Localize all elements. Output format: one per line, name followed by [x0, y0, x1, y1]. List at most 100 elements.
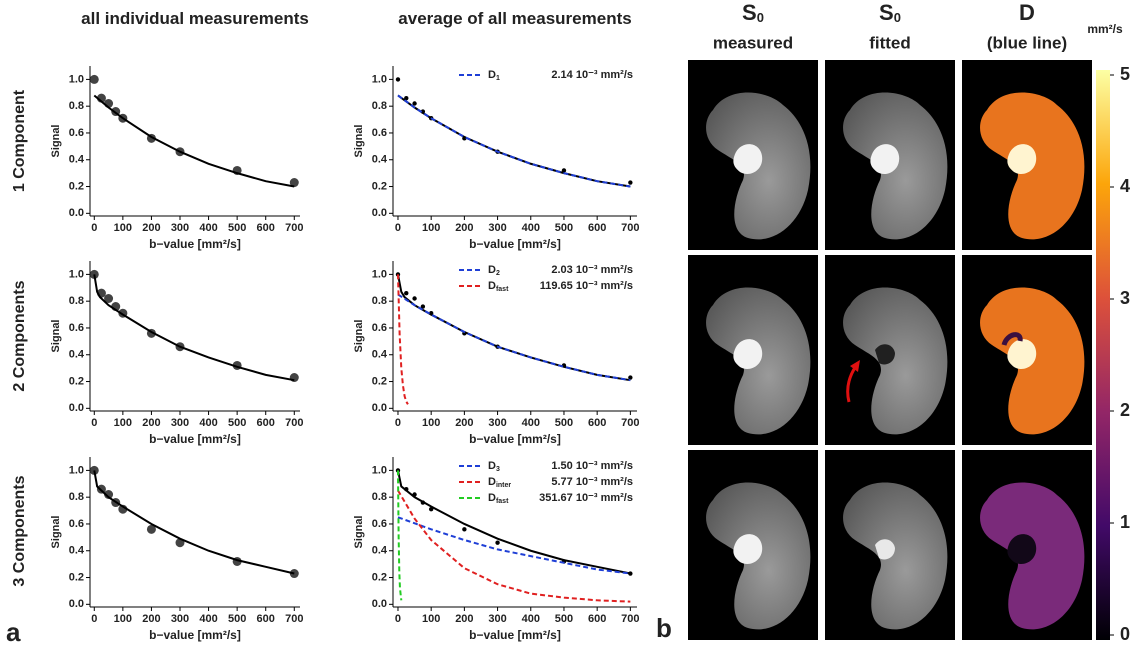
data-point — [289, 373, 299, 383]
fit-line — [93, 470, 295, 575]
kidney-image — [980, 482, 1085, 630]
x-axis-label: b−value [mm²/s] — [149, 432, 241, 446]
column-header-line2: measured — [713, 33, 793, 52]
legend-name: D — [488, 460, 496, 472]
y-axis-label: Signal — [50, 515, 62, 548]
fit-line — [397, 293, 631, 382]
legend-label: Dfast — [488, 492, 509, 505]
legend-subscript: 2 — [496, 270, 500, 277]
x-tick-label: 600 — [257, 222, 275, 234]
x-tick-label: 400 — [522, 417, 540, 429]
data-point — [412, 101, 417, 106]
y-tick-label: 0.4 — [372, 154, 388, 166]
y-tick-label: 1.0 — [69, 268, 84, 280]
x-axis-label: b−value [mm²/s] — [469, 432, 561, 446]
kidney-image — [980, 287, 1085, 435]
legend-coefficient: 2.03 10⁻³ mm²/s — [551, 264, 633, 276]
colorbar-unit: mm²/s — [1087, 22, 1123, 36]
legend-coefficient: 1.50 10⁻³ mm²/s — [551, 460, 633, 472]
hilum — [733, 339, 763, 370]
legend-coefficient: 2.14 10⁻³ mm²/s — [551, 69, 633, 81]
y-tick-label: 0.8 — [372, 100, 387, 112]
y-tick-label: 0.4 — [69, 154, 85, 166]
hilum — [733, 534, 763, 565]
fit-line — [397, 516, 631, 575]
x-tick-label: 200 — [142, 613, 160, 625]
data-point — [495, 540, 500, 545]
x-tick-label: 600 — [257, 417, 275, 429]
y-tick-label: 0.0 — [372, 207, 387, 219]
x-tick-label: 100 — [114, 417, 132, 429]
x-tick-label: 300 — [488, 613, 506, 625]
y-axis-label: Signal — [50, 124, 62, 157]
y-tick-label: 0.4 — [372, 349, 388, 361]
x-tick-label: 0 — [91, 222, 97, 234]
y-tick-label: 0.6 — [372, 518, 387, 530]
hilum — [733, 144, 763, 175]
data-point — [412, 296, 417, 301]
colorbar-tick-label: 5 — [1120, 64, 1130, 84]
y-tick-label: 0.8 — [372, 491, 387, 503]
hilum — [1007, 339, 1037, 370]
data-point — [628, 375, 633, 380]
y-tick-label: 0.0 — [372, 402, 387, 414]
y-tick-label: 0.2 — [372, 180, 387, 192]
fit-line — [397, 470, 631, 575]
column-header-line2: fitted — [869, 33, 911, 52]
x-tick-label: 700 — [285, 222, 303, 234]
y-tick-label: 0.6 — [372, 127, 387, 139]
y-tick-label: 0.6 — [372, 322, 387, 334]
x-tick-label: 100 — [422, 222, 440, 234]
x-tick-label: 200 — [142, 417, 160, 429]
chart-title: average of all measurements — [398, 9, 632, 28]
x-tick-label: 200 — [455, 222, 473, 234]
data-point — [395, 77, 401, 82]
x-tick-label: 700 — [621, 222, 639, 234]
column-header-line2: (blue line) — [987, 33, 1067, 52]
chart-title: all individual measurements — [81, 9, 309, 28]
kidney-image — [843, 287, 948, 435]
legend-name: D — [488, 492, 496, 504]
x-tick-label: 400 — [199, 613, 217, 625]
column-header: S0 — [879, 0, 901, 25]
legend-label: D2 — [488, 264, 500, 277]
arrow-head — [850, 360, 860, 372]
colorbar — [1096, 70, 1110, 640]
x-tick-label: 700 — [285, 417, 303, 429]
header-subscript: 0 — [894, 10, 901, 25]
x-tick-label: 100 — [114, 613, 132, 625]
data-point — [104, 294, 114, 303]
x-axis-label: b−value [mm²/s] — [149, 628, 241, 642]
x-tick-label: 400 — [522, 222, 540, 234]
y-tick-label: 0.8 — [69, 100, 84, 112]
colorbar-tick-label: 0 — [1120, 624, 1130, 644]
x-tick-label: 100 — [422, 417, 440, 429]
y-tick-label: 1.0 — [372, 268, 387, 280]
legend-subscript: 3 — [496, 466, 500, 473]
colorbar-tick-label: 3 — [1120, 288, 1130, 308]
data-point — [289, 178, 299, 188]
y-tick-label: 0.4 — [69, 349, 85, 361]
y-tick-label: 0.2 — [372, 375, 387, 387]
column-header: D — [1019, 0, 1035, 25]
x-axis-label: b−value [mm²/s] — [469, 237, 561, 251]
kidney-image — [843, 92, 948, 240]
fit-line — [397, 489, 631, 603]
legend-label: D1 — [488, 69, 500, 82]
data-point — [404, 290, 409, 296]
x-tick-label: 0 — [91, 417, 97, 429]
x-tick-label: 600 — [257, 613, 275, 625]
hilum — [870, 144, 900, 175]
y-tick-label: 0.0 — [69, 402, 84, 414]
y-tick-label: 0.2 — [69, 180, 84, 192]
x-tick-label: 500 — [228, 417, 246, 429]
fit-line — [396, 274, 409, 405]
row-label: 3 Components — [11, 475, 28, 586]
legend-name: D — [488, 264, 496, 276]
kidney-image — [706, 92, 811, 240]
legend-subscript: inter — [496, 482, 511, 489]
colorbar-tick-label: 4 — [1120, 176, 1130, 196]
legend-coefficient: 5.77 10⁻³ mm²/s — [551, 476, 633, 488]
y-tick-label: 1.0 — [372, 73, 387, 85]
